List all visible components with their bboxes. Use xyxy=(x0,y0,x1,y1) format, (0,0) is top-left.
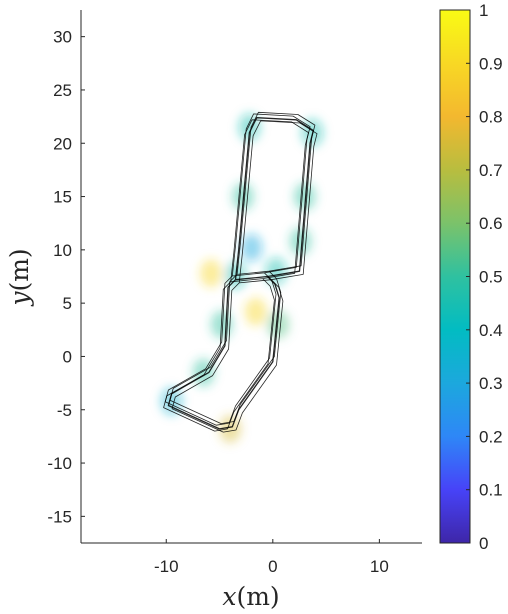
heat-blob xyxy=(200,259,223,288)
y-axis-label: y(m) xyxy=(5,248,34,306)
colorbar-tick-label: 0.5 xyxy=(479,268,503,287)
y-tick-label: 5 xyxy=(63,294,72,313)
heat-blob xyxy=(240,233,263,262)
y-axis-label-var: y xyxy=(5,291,34,307)
colorbar-tick-label: 0.9 xyxy=(479,54,503,73)
trajectory-line xyxy=(169,111,316,424)
y-axis-label-unit: (m) xyxy=(5,248,34,291)
x-ticks: -10 0 10 xyxy=(154,539,389,576)
colorbar-tick-label: 0.6 xyxy=(479,214,503,233)
trajectory-layer xyxy=(163,111,318,433)
y-tick-label: 25 xyxy=(53,81,72,100)
y-tick-label: 30 xyxy=(53,28,72,47)
x-tick-label: 10 xyxy=(370,557,389,576)
plot-area xyxy=(81,10,422,543)
colorbar-tick-label: 1 xyxy=(479,1,488,20)
heat-blob xyxy=(192,358,215,387)
y-tick-label: 15 xyxy=(53,188,72,207)
y-tick-label: 20 xyxy=(53,134,72,153)
x-axis-label-var: x xyxy=(222,582,236,611)
heat-blob xyxy=(219,414,242,443)
trajectory-line xyxy=(163,119,309,432)
colorbar-ticks: 0 0.1 0.2 0.3 0.4 0.5 0.6 0.7 0.8 0.9 1 xyxy=(466,1,503,553)
colorbar-tick-label: 0.7 xyxy=(479,161,503,180)
axes: -10 0 10 -15 -10 -5 0 5 10 15 20 25 30 xyxy=(47,10,422,576)
trajectory-line xyxy=(171,120,318,433)
y-ticks: -15 -10 -5 0 5 10 15 20 25 30 xyxy=(47,28,85,526)
trajectory-line xyxy=(167,117,314,430)
x-axis-label-unit: (m) xyxy=(236,582,279,611)
x-axis-label: x(m) xyxy=(222,582,279,611)
colorbar: 0 0.1 0.2 0.3 0.4 0.5 0.6 0.7 0.8 0.9 1 xyxy=(439,1,503,553)
colorbar-tick-label: 0 xyxy=(479,534,488,553)
y-tick-label: -10 xyxy=(47,454,72,473)
colorbar-tick-label: 0.4 xyxy=(479,321,503,340)
x-tick-label: 0 xyxy=(268,557,277,576)
trajectory-line xyxy=(164,113,311,426)
heat-blob xyxy=(244,297,267,326)
colorbar-tick-label: 0.2 xyxy=(479,427,503,446)
colorbar-tick-label: 0.1 xyxy=(479,481,503,500)
y-tick-label: 10 xyxy=(53,241,72,260)
y-tick-label: 0 xyxy=(63,347,72,366)
colorbar-tick-label: 0.8 xyxy=(479,108,503,127)
y-tick-label: -5 xyxy=(57,401,72,420)
y-tick-label: -15 xyxy=(47,507,72,526)
x-tick-label: -10 xyxy=(154,557,179,576)
colorbar-tick-label: 0.3 xyxy=(479,374,503,393)
heat-blob xyxy=(289,227,312,256)
plot-background xyxy=(81,10,422,543)
colorbar-gradient xyxy=(439,9,471,544)
